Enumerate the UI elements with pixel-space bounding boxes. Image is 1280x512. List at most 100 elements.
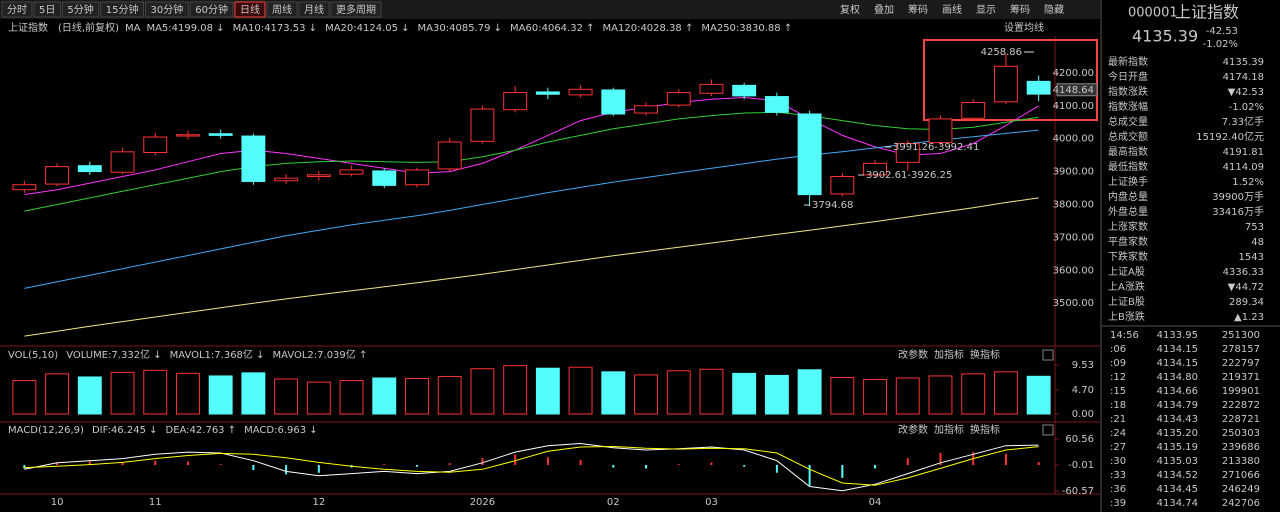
toolbar-button[interactable]: 复权: [840, 3, 860, 16]
quote-label: 平盘家数: [1108, 235, 1148, 248]
panel-button[interactable]: 改参数: [898, 348, 928, 361]
quote-label: 总成交量: [1108, 115, 1148, 128]
tick-price: 4134.66: [1157, 386, 1198, 397]
toolbar-button[interactable]: 分时: [7, 4, 27, 16]
macd-line: [24, 442, 1039, 492]
ma-line: [24, 96, 1039, 196]
tick-time: :24: [1110, 428, 1126, 439]
candle-body: [764, 96, 789, 113]
candle-body: [732, 84, 757, 97]
tick-price: 4134.52: [1157, 470, 1198, 481]
candle-body: [110, 151, 135, 173]
y-tick-label: -60.57: [1062, 486, 1094, 497]
indicator-header: DEA:42.763 ↑: [166, 425, 237, 436]
toolbar-button[interactable]: 画线: [942, 3, 962, 16]
indicator-header: MA30:4085.79 ↓: [418, 23, 502, 34]
candle-body: [470, 108, 495, 142]
macd-bar: [317, 464, 320, 473]
tick-time: :12: [1110, 372, 1126, 383]
ma-line: [24, 129, 1039, 289]
toolbar-button[interactable]: 隐藏: [1044, 4, 1064, 16]
toolbar-button[interactable]: 月线: [304, 3, 324, 16]
panel-button[interactable]: 换指标: [970, 423, 1000, 436]
volume-bar: [372, 377, 397, 415]
chart-name: 上证指数: [8, 21, 48, 34]
quote-value: 753: [1245, 222, 1264, 233]
tick-price: 4135.20: [1157, 428, 1198, 439]
panel-button[interactable]: 加指标: [934, 348, 964, 361]
volume-bar: [176, 372, 200, 415]
settings-button[interactable]: 设置均线: [1004, 21, 1044, 34]
x-tick-label: 11: [149, 497, 162, 508]
x-tick-label: 02: [607, 497, 620, 508]
toolbar-button[interactable]: 周线: [272, 3, 292, 16]
quote-price: 4135.39: [1132, 27, 1198, 46]
candle-body: [208, 133, 233, 136]
volume-bar: [928, 375, 953, 415]
volume-bar: [77, 376, 102, 415]
panel-button[interactable]: 换指标: [970, 348, 1000, 361]
tick-price: 4135.19: [1157, 442, 1198, 453]
toolbar-button[interactable]: 5日: [39, 5, 55, 16]
macd-bar: [939, 452, 942, 465]
quote-name: 上证指数: [1175, 3, 1239, 22]
toolbar-button[interactable]: 5分钟: [67, 3, 93, 16]
quote-label: 指数涨跌: [1108, 85, 1148, 98]
candle-body: [45, 166, 70, 185]
y-tick-label: 4.70: [1072, 385, 1094, 396]
toolbar-button[interactable]: 30分钟: [150, 3, 183, 16]
indicator-header: MA5:4199.08 ↓: [146, 23, 224, 34]
quote-value: ▼42.53: [1228, 87, 1264, 98]
tick-price: 4134.43: [1157, 414, 1198, 425]
macd-bar: [481, 458, 484, 465]
ma-line: [24, 197, 1039, 337]
price-annotation: 3794.68: [812, 200, 853, 211]
toolbar-button-bg: [61, 1, 100, 18]
y-tick-label: 4100.00: [1053, 101, 1094, 112]
candle-body: [143, 136, 168, 153]
toolbar-button-bg: [144, 1, 189, 18]
volume-bar: [143, 369, 168, 415]
toolbar-button[interactable]: 叠加: [874, 4, 894, 16]
tick-time: :30: [1110, 456, 1126, 467]
volume-bar: [1026, 375, 1051, 415]
quote-value: -1.02%: [1229, 102, 1264, 113]
indicator-header: DIF:46.245 ↓: [92, 425, 158, 436]
volume-bar: [339, 380, 364, 415]
volume-bar: [993, 371, 1018, 415]
tick-volume: 250303: [1222, 428, 1260, 439]
candle-body: [961, 101, 986, 119]
candle-body: [503, 92, 528, 111]
indicator-header: VOL(5,10): [8, 350, 58, 361]
close-button[interactable]: [1042, 424, 1054, 436]
y-tick-label: 3900.00: [1053, 167, 1094, 178]
tick-volume: 199901: [1222, 386, 1260, 397]
tick-price: 4134.79: [1157, 400, 1198, 411]
macd-bar: [514, 454, 517, 465]
panel-button[interactable]: 改参数: [898, 423, 928, 436]
y-tick-label: 60.56: [1065, 434, 1094, 445]
indicator-header: MA250:3830.88 ↑: [701, 23, 792, 34]
toolbar-button[interactable]: 更多周期: [336, 3, 376, 16]
toolbar-button[interactable]: 筹码: [1010, 3, 1030, 16]
toolbar-button[interactable]: 60分钟: [195, 3, 228, 16]
tick-time: :33: [1110, 470, 1126, 481]
toolbar-button[interactable]: 15分钟: [106, 3, 139, 16]
volume-bar: [732, 372, 757, 415]
tick-price: 4134.45: [1157, 484, 1198, 495]
toolbar-button[interactable]: 显示: [976, 4, 996, 16]
quote-value: ▼44.72: [1228, 282, 1264, 293]
panel-button[interactable]: 加指标: [934, 423, 964, 436]
chart-header: (日线,前复权): [58, 21, 119, 34]
volume-bar: [634, 374, 658, 415]
quote-value: 33416万手: [1212, 205, 1264, 218]
candle-body: [993, 65, 1018, 103]
toolbar-button[interactable]: 筹码: [908, 3, 928, 16]
candle-body: [928, 118, 953, 144]
close-button[interactable]: [1042, 349, 1054, 361]
macd-bar: [186, 461, 189, 465]
toolbar-button[interactable]: 日线: [240, 3, 260, 16]
macd-bar: [285, 464, 288, 475]
